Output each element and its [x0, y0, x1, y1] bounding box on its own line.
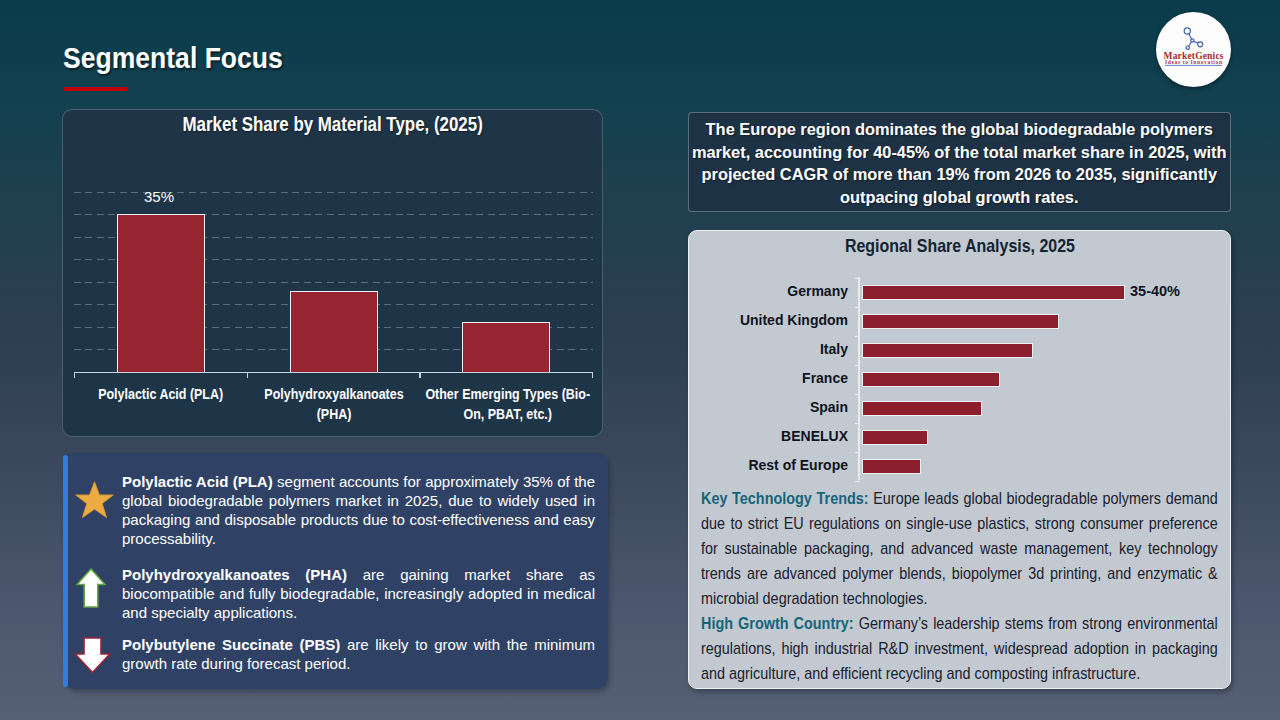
svg-text:Ideas to Innovation: Ideas to Innovation	[1165, 59, 1223, 65]
